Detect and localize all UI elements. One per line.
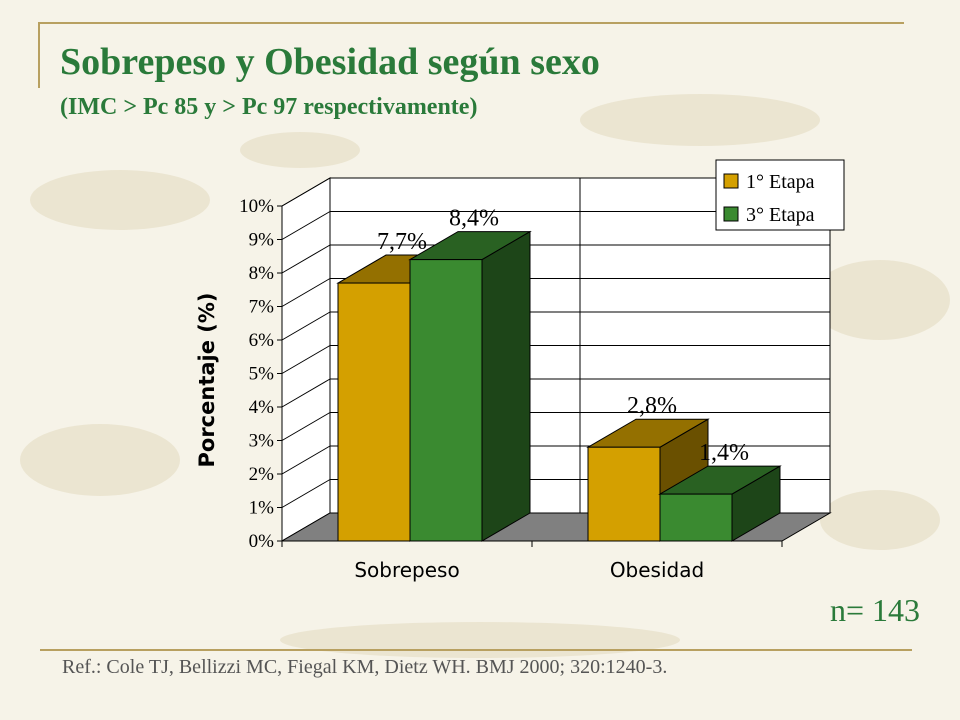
y-tick-labels: 0% 1% 2% 3% 4% 5% 6% 7% 8% 9% 10% xyxy=(239,196,274,552)
gridline-side xyxy=(281,345,331,374)
bar-side xyxy=(481,230,531,542)
slide-subtitle: (IMC > Pc 85 y > Pc 97 respectivamente) xyxy=(60,94,478,120)
y-tick-label: 8% xyxy=(249,263,275,284)
y-tick-label: 6% xyxy=(249,330,275,351)
legend-swatch xyxy=(723,173,739,189)
y-tick-label: 7% xyxy=(249,297,275,318)
legend-label: 1° Etapa xyxy=(746,171,815,193)
gridline-side xyxy=(281,311,331,341)
gridline-side xyxy=(281,278,331,307)
gridline-side xyxy=(281,177,331,207)
sample-size: n= 143 xyxy=(830,592,921,628)
y-tick-label: 1% xyxy=(249,498,275,519)
gridline-side xyxy=(281,244,331,274)
data-label: 8,4% xyxy=(449,206,499,232)
bar-front xyxy=(409,259,483,542)
gridline-side xyxy=(281,211,331,240)
legend-swatch xyxy=(723,206,739,222)
bars xyxy=(336,230,782,542)
y-axis-title: Porcentaje (%) xyxy=(195,292,219,467)
y-tick-label: 9% xyxy=(249,230,275,251)
data-label: 1,4% xyxy=(699,440,749,466)
x-category-labels: Sobrepeso Obesidad xyxy=(354,558,704,582)
data-label: 2,8% xyxy=(627,393,677,419)
y-tick-label: 0% xyxy=(249,531,275,552)
y-tick-label: 2% xyxy=(249,464,275,485)
reference-citation: Ref.: Cole TJ, Bellizzi MC, Fiegal KM, D… xyxy=(62,656,668,678)
bar xyxy=(658,465,782,542)
frame-bottom-line xyxy=(40,649,912,651)
bar-front xyxy=(337,282,411,542)
gridline-side xyxy=(281,479,331,508)
bar-front xyxy=(659,493,733,542)
legend-label: 3° Etapa xyxy=(746,204,815,226)
bar xyxy=(408,230,532,542)
data-label: 7,7% xyxy=(377,229,427,255)
y-tick-label: 5% xyxy=(249,364,275,385)
gridline-side xyxy=(281,378,331,408)
x-category-label: Obesidad xyxy=(610,558,704,582)
bar-front xyxy=(587,446,661,542)
gridline-side xyxy=(281,445,331,475)
y-tick-label: 3% xyxy=(249,431,275,452)
gridline-side xyxy=(281,412,331,441)
data-labels: 7,7% 8,4% 2,8% 1,4% xyxy=(377,206,749,467)
chart-legend: 1° Etapa 3° Etapa xyxy=(715,159,845,231)
frame-left-line xyxy=(38,22,40,88)
y-tick-label: 10% xyxy=(239,196,274,217)
frame-top-line xyxy=(38,22,904,24)
slide-title: Sobrepeso y Obesidad según sexo xyxy=(60,41,600,83)
x-category-label: Sobrepeso xyxy=(354,558,459,582)
y-tick-label: 4% xyxy=(249,397,275,418)
